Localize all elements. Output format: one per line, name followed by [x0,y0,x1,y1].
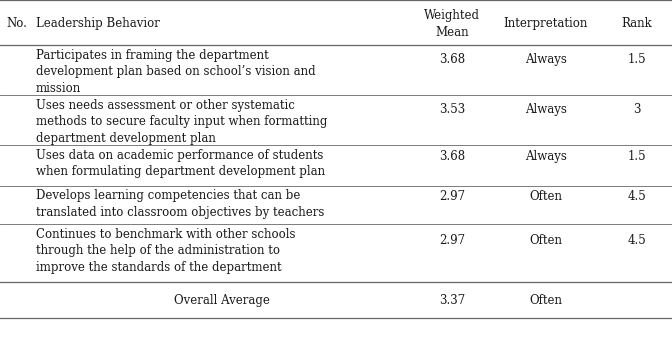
Text: Always: Always [525,103,567,116]
Text: 3.53: 3.53 [439,103,465,116]
Text: Always: Always [525,53,567,66]
Text: 1.5: 1.5 [628,53,646,66]
Text: Rank: Rank [622,17,652,30]
Text: Continues to benchmark with other schools
through the help of the administration: Continues to benchmark with other school… [36,228,295,274]
Text: 3.68: 3.68 [439,53,465,66]
Text: Overall Average: Overall Average [174,294,269,307]
Text: No.: No. [6,17,28,30]
Text: 4.5: 4.5 [628,190,646,203]
Text: 2.97: 2.97 [439,234,465,247]
Text: Often: Often [530,294,562,307]
Text: Interpretation: Interpretation [504,17,588,30]
Text: 1.5: 1.5 [628,150,646,163]
Text: 3.37: 3.37 [439,294,465,307]
Text: Weighted: Weighted [424,9,480,23]
Text: 2.97: 2.97 [439,190,465,203]
Text: 4.5: 4.5 [628,234,646,247]
Text: Often: Often [530,190,562,203]
Text: Leadership Behavior: Leadership Behavior [36,17,159,30]
Text: Participates in framing the department
development plan based on school’s vision: Participates in framing the department d… [36,49,315,95]
Text: Mean: Mean [435,26,469,39]
Text: 3: 3 [633,103,640,116]
Text: Uses data on academic performance of students
when formulating department develo: Uses data on academic performance of stu… [36,149,325,178]
Text: Uses needs assessment or other systematic
methods to secure faculty input when f: Uses needs assessment or other systemati… [36,99,327,145]
Text: 3.68: 3.68 [439,150,465,163]
Text: Develops learning competencies that can be
translated into classroom objectives : Develops learning competencies that can … [36,189,324,219]
Text: Often: Often [530,234,562,247]
Text: Always: Always [525,150,567,163]
